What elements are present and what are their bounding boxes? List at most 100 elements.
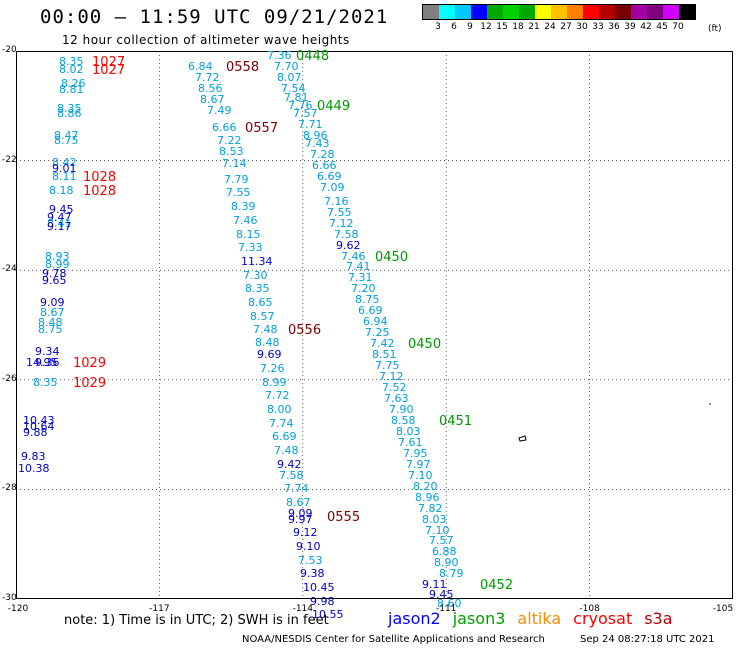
legend-label: 33	[592, 22, 604, 32]
legend-swatch	[583, 5, 599, 19]
wave-height-value: 8.48	[255, 336, 280, 349]
satellite-legend: jason2 jason3 altika cryosat s3a	[388, 609, 673, 628]
wave-height-value: 7.31	[348, 271, 373, 284]
wave-height-value: 7.58	[279, 469, 304, 482]
wave-height-value: 9.38	[300, 567, 325, 580]
wave-height-value: 7.30	[243, 269, 268, 282]
legend-unit: (ft)	[708, 24, 722, 34]
footnote: note: 1) Time is in UTC; 2) SWH is in fe…	[64, 613, 329, 628]
wave-height-value: 7.46	[233, 214, 258, 227]
wave-height-value: 8.56	[198, 82, 223, 95]
legend-label: 30	[576, 22, 588, 32]
legend-label: 42	[640, 22, 652, 32]
legend-swatch	[599, 5, 615, 19]
wave-height-value: 7.79	[224, 173, 249, 186]
legend-label: 12	[480, 22, 492, 32]
legend-label: 9	[467, 22, 473, 32]
pass-label: 0452	[480, 578, 514, 593]
wave-height-value: 7.43	[305, 137, 330, 150]
legend-label: 3	[435, 22, 441, 32]
pass-label: 0558	[226, 60, 260, 75]
legend-swatch	[455, 5, 471, 19]
wave-height-value: 8.75	[38, 323, 63, 336]
pass-label: 0555	[327, 510, 361, 525]
wave-height-value: 8.07	[277, 71, 302, 84]
pass-label: 0556	[288, 323, 322, 338]
wave-height-value: 8.42	[52, 156, 77, 169]
wave-height-value: 10.38	[18, 462, 50, 475]
wave-height-value: 7.12	[329, 217, 354, 230]
wave-height-value: 8.00	[267, 403, 292, 416]
legend-color-bar	[422, 4, 696, 20]
pass-label: 0449	[317, 99, 351, 114]
wave-height-value: 14.95	[26, 356, 58, 369]
credit-line: NOAA/NESDIS Center for Satellite Applica…	[242, 634, 545, 645]
pass-label: 1027	[92, 63, 126, 78]
wave-height-value: 9.88	[23, 426, 48, 439]
wave-height-value: 10.64	[23, 420, 55, 433]
wave-height-value: 7.82	[418, 502, 443, 515]
wave-height-value: 7.14	[222, 157, 247, 170]
wave-height-value: 10.45	[303, 581, 335, 594]
wave-height-value: 8.11	[52, 170, 77, 183]
wave-height-value: 6.66	[212, 121, 237, 134]
wave-height-value: 9.36	[35, 356, 60, 369]
wave-height-value: 8.81	[59, 83, 84, 96]
wave-height-value: 7.41	[346, 260, 371, 273]
legend-swatch	[487, 5, 503, 19]
satellite-altika: altika	[517, 609, 562, 628]
wave-height-value: 8.41	[47, 217, 72, 230]
wave-height-value: 8.03	[422, 513, 447, 526]
pass-label: 0450	[375, 250, 409, 265]
pass-label: 0557	[245, 121, 279, 136]
wave-height-value: 6.69	[358, 304, 383, 317]
wave-height-value: 7.28	[310, 148, 335, 161]
wave-height-value: 7.52	[382, 381, 407, 394]
wave-height-value: 7.20	[351, 282, 376, 295]
timestamp: Sep 24 08:27:18 UTC 2021	[580, 634, 715, 645]
legend-label: 36	[608, 22, 620, 32]
legend-label: 15	[496, 22, 508, 32]
wave-height-value: 8.35	[57, 102, 82, 115]
wave-height-value: 9.12	[293, 526, 318, 539]
legend-swatch	[439, 5, 455, 19]
wave-height-value: 7.53	[298, 554, 323, 567]
pass-label: 0450	[408, 337, 442, 352]
wave-height-value: 8.99	[45, 258, 70, 271]
longitude-label: -120	[7, 604, 29, 614]
wave-height-value: 8.75	[355, 293, 380, 306]
wave-height-value: 7.49	[207, 104, 232, 117]
legend-swatch	[423, 5, 439, 19]
wave-height-value: 7.10	[425, 524, 450, 537]
wave-height-value: 7.57	[293, 107, 318, 120]
wave-height-value: 8.15	[236, 228, 261, 241]
wave-height-value: 7.95	[403, 447, 428, 460]
map-grid	[16, 51, 733, 599]
wave-height-value: 8.67	[200, 93, 225, 106]
wave-height-value: 7.76	[288, 99, 313, 112]
legend-label: 70	[672, 22, 684, 32]
wave-height-value: 7.81	[284, 91, 309, 104]
map-border	[16, 51, 733, 599]
wave-height-value: 8.79	[439, 567, 464, 580]
map-plot-area: 8.35 1027 8.02 1027 8.26 8.81 8.35 8.86 8.47 8.75…	[16, 50, 733, 620]
wave-height-value: 7.74	[269, 417, 294, 430]
legend-swatch	[471, 5, 487, 19]
legend-swatch	[663, 5, 679, 19]
wave-height-value: 8.99	[262, 376, 287, 389]
pass-label: 1028	[83, 184, 117, 199]
latitude-label: -20	[2, 45, 17, 55]
wave-height-value: 9.10	[296, 540, 321, 553]
wave-height-value: 8.02	[59, 63, 84, 76]
wave-height-value: 7.90	[389, 403, 414, 416]
wave-height-value: 7.26	[260, 362, 285, 375]
wave-height-value: 7.42	[370, 337, 395, 350]
wave-height-value: 9.65	[42, 274, 67, 287]
pass-label: 0451	[439, 414, 473, 429]
legend-label: 24	[544, 22, 556, 32]
wave-height-value: 7.10	[408, 469, 433, 482]
wave-height-value: 9.97	[288, 513, 313, 526]
wave-height-value: 9.45	[429, 588, 454, 601]
wave-height-value: 8.96	[303, 129, 328, 142]
wave-height-value: 8.75	[54, 134, 79, 147]
